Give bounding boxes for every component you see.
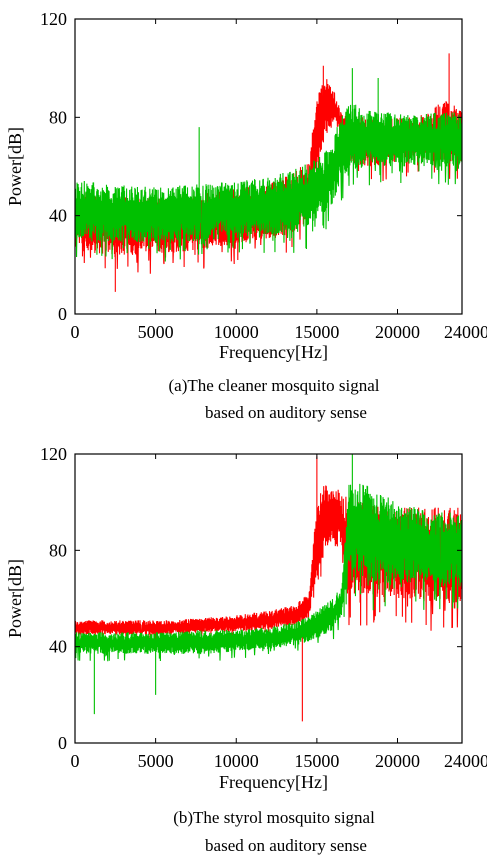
x-tick-label: 15000 (294, 322, 339, 342)
x-tick-label: 20000 (375, 751, 420, 771)
x-tick-label: 5000 (138, 322, 174, 342)
x-tick-label: 10000 (214, 322, 259, 342)
caption-line-2: based on auditory sense (205, 836, 367, 855)
chart-panel-a: 0 5000 10000 15000 20000 24000 0 40 80 120 Frequen… (5, 9, 487, 422)
chart-panel-b: 0 5000 10000 15000 20000 24000 0 40 80 120 Frequen… (5, 444, 487, 855)
x-axis-label: Frequency[Hz] (219, 342, 328, 362)
caption-line-2: based on auditory sense (205, 403, 367, 422)
x-tick-label: 15000 (294, 751, 339, 771)
series-line-2 (75, 454, 462, 715)
caption-line-1: (b)The styrol mosquito signal (173, 808, 375, 827)
axes-frame (74, 18, 463, 315)
x-tick-label: 24000 (444, 322, 487, 342)
y-tick-label: 120 (40, 9, 67, 29)
x-tick-label: 10000 (214, 751, 259, 771)
series-line-1 (75, 456, 462, 722)
series-line-2 (75, 68, 462, 262)
y-tick-label: 80 (49, 540, 67, 560)
y-tick-label: 0 (58, 733, 67, 753)
x-tick-label: 0 (71, 322, 80, 342)
y-axis-label: Power[dB] (5, 559, 25, 638)
caption-line-1: (a)The cleaner mosquito signal (168, 376, 379, 395)
y-tick-label: 120 (40, 444, 67, 464)
y-tick-label: 80 (49, 107, 67, 127)
axes-frame (74, 453, 463, 744)
x-tick-label: 5000 (138, 751, 174, 771)
y-tick-label: 0 (58, 304, 67, 324)
y-tick-label: 40 (49, 206, 67, 226)
series-line-1 (75, 53, 462, 292)
y-axis-label: Power[dB] (5, 127, 25, 206)
x-tick-label: 20000 (375, 322, 420, 342)
x-tick-label: 0 (71, 751, 80, 771)
x-axis-label: Frequency[Hz] (219, 772, 328, 792)
x-tick-label: 24000 (444, 751, 487, 771)
y-tick-label: 40 (49, 637, 67, 657)
